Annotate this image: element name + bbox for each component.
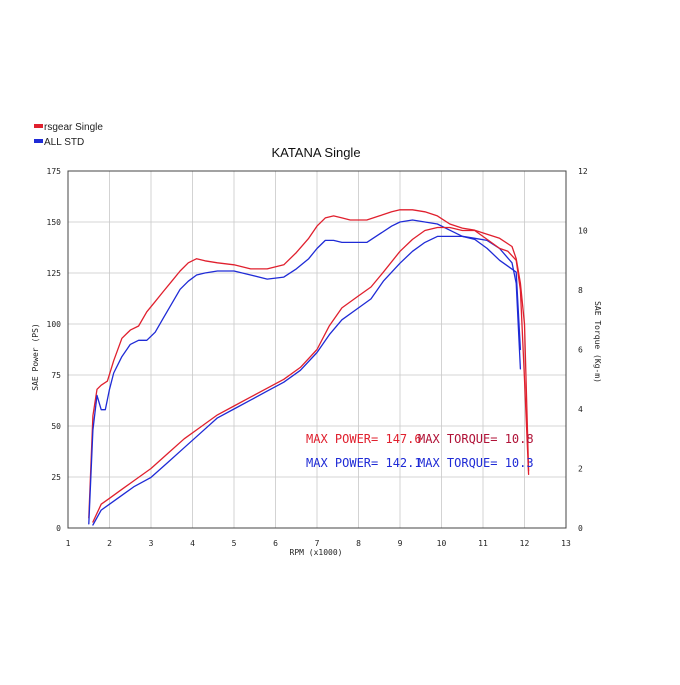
y-left-tick-label: 25 xyxy=(51,473,61,482)
series-lines xyxy=(88,209,530,526)
x-tick-label: 13 xyxy=(561,539,571,548)
x-tick-label: 8 xyxy=(356,539,361,548)
x-tick-label: 11 xyxy=(478,539,488,548)
legend-label-rsgear: rsgear Single xyxy=(44,122,103,133)
x-tick-label: 9 xyxy=(398,539,403,548)
series-std-power-line xyxy=(88,219,522,525)
x-tick-label: 2 xyxy=(107,539,112,548)
y-right-tick-label: 2 xyxy=(578,465,583,474)
y-left-tick-label: 0 xyxy=(56,524,61,533)
plot-frame xyxy=(67,170,567,529)
y-right-tick-label: 4 xyxy=(578,405,583,414)
legend-swatch-rsgear xyxy=(34,124,43,128)
y-right-tick-label: 0 xyxy=(578,524,583,533)
y-left-tick-label: 125 xyxy=(47,269,62,278)
x-tick-label: 12 xyxy=(520,539,530,548)
annotation-max-torque-std: MAX TORQUE= 10.3 xyxy=(418,456,534,470)
y-left-tick-label: 75 xyxy=(51,371,61,380)
y-axis-right-label: SAE Torque (Kg-m) xyxy=(593,301,602,383)
x-tick-label: 7 xyxy=(315,539,320,548)
legend-swatch-std xyxy=(34,139,43,143)
y-left-tick-label: 175 xyxy=(47,167,62,176)
y-axis-left-label: SAE Power (PS) xyxy=(31,323,40,390)
y-right-tick-label: 12 xyxy=(578,167,588,176)
y-left-tick-label: 100 xyxy=(47,320,62,329)
x-tick-label: 4 xyxy=(190,539,195,548)
x-tick-label: 3 xyxy=(149,539,154,548)
y-left-tick-label: 150 xyxy=(47,218,62,227)
chart-title: KATANA Single xyxy=(271,145,360,160)
y-right-tick-label: 6 xyxy=(578,346,583,355)
y-right-tick-label: 8 xyxy=(578,286,583,295)
y-left-tick-label: 50 xyxy=(51,422,61,431)
x-tick-label: 10 xyxy=(437,539,447,548)
x-tick-label: 5 xyxy=(232,539,237,548)
x-axis-label: RPM (x1000) xyxy=(290,548,343,557)
legend: rsgear Single ALL STD xyxy=(34,122,103,148)
x-tick-label: 1 xyxy=(66,539,71,548)
x-tick-label: 6 xyxy=(273,539,278,548)
annotation-max-torque-rsgear: MAX TORQUE= 10.8 xyxy=(418,432,534,446)
annotations: MAX POWER= 147.6 MAX TORQUE= 10.8 MAX PO… xyxy=(306,432,534,470)
series-std-torque-line xyxy=(92,235,522,526)
legend-label-std: ALL STD xyxy=(44,137,84,148)
y-right-tick-label: 10 xyxy=(578,227,588,236)
series-rsgear-torque-line xyxy=(92,226,530,523)
series-rsgear-power-line xyxy=(88,209,530,519)
tick-labels: 1 2 3 4 5 6 7 8 9 10 11 12 1302550751001251501750246… xyxy=(47,167,588,548)
annotation-max-power-rsgear: MAX POWER= 147.6 xyxy=(306,432,422,446)
annotation-max-power-std: MAX POWER= 142.1 xyxy=(306,456,422,470)
